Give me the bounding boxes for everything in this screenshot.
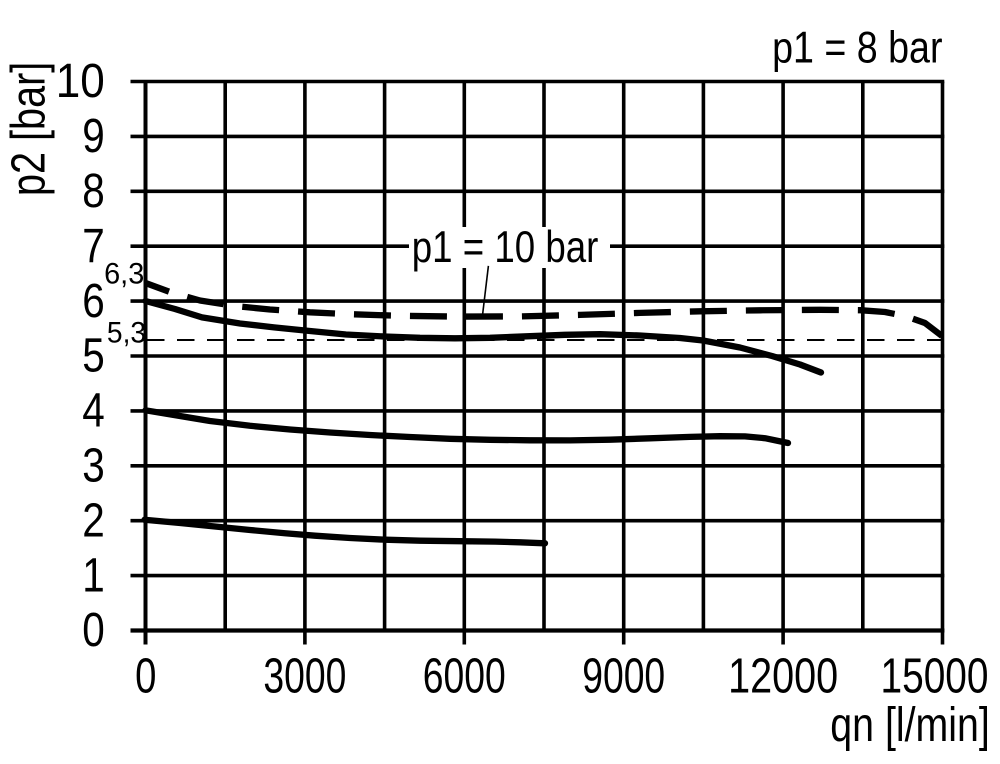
svg-text:8: 8: [82, 165, 105, 218]
svg-text:p1 = 10 bar: p1 = 10 bar: [412, 223, 599, 272]
svg-text:6: 6: [82, 275, 105, 328]
svg-text:5,3: 5,3: [107, 317, 146, 350]
svg-text:9: 9: [82, 110, 105, 163]
svg-text:15000: 15000: [881, 649, 989, 704]
svg-text:6000: 6000: [423, 649, 506, 704]
svg-text:5: 5: [82, 330, 105, 383]
svg-text:p2 [bar]: p2 [bar]: [3, 62, 56, 196]
svg-text:0: 0: [135, 649, 156, 704]
svg-text:12000: 12000: [728, 649, 838, 704]
svg-text:9000: 9000: [582, 649, 665, 704]
svg-text:4: 4: [82, 385, 105, 438]
svg-text:1: 1: [82, 549, 105, 602]
svg-text:7: 7: [82, 220, 105, 273]
svg-text:qn [l/min]: qn [l/min]: [830, 699, 990, 752]
svg-text:10: 10: [56, 55, 105, 108]
svg-text:3000: 3000: [263, 649, 346, 704]
svg-text:p1 = 8 bar: p1 = 8 bar: [772, 23, 943, 72]
svg-text:2: 2: [82, 494, 105, 547]
svg-text:3: 3: [82, 440, 105, 493]
svg-text:0: 0: [82, 604, 105, 657]
svg-text:6,3: 6,3: [104, 258, 144, 291]
